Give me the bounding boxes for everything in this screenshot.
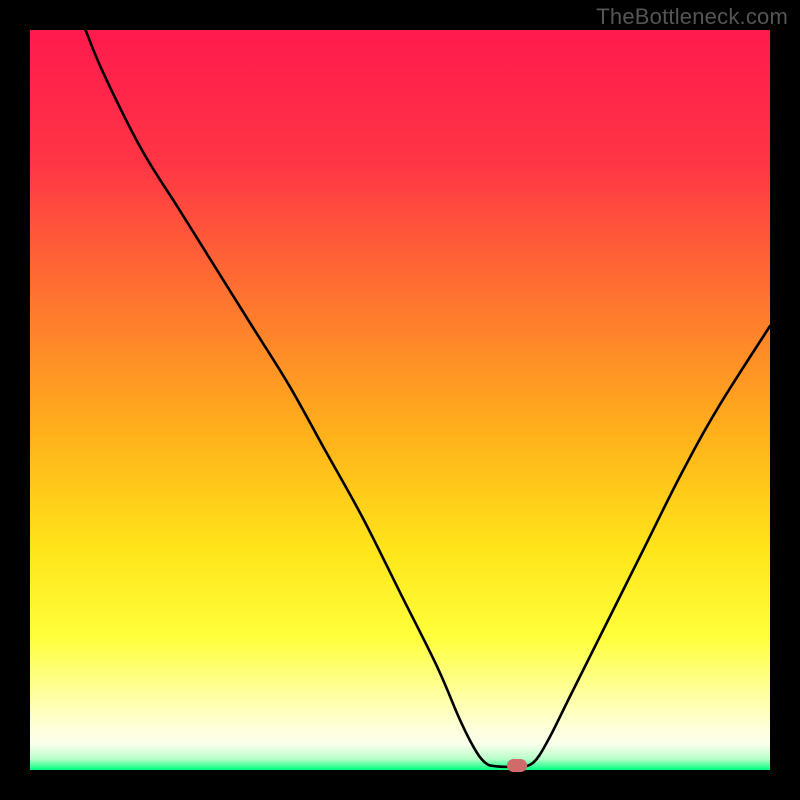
watermark-text: TheBottleneck.com bbox=[596, 4, 788, 30]
plot-background bbox=[30, 30, 770, 770]
chart-container: TheBottleneck.com bbox=[0, 0, 800, 800]
bottleneck-chart bbox=[0, 0, 800, 800]
optimum-marker bbox=[507, 759, 527, 772]
